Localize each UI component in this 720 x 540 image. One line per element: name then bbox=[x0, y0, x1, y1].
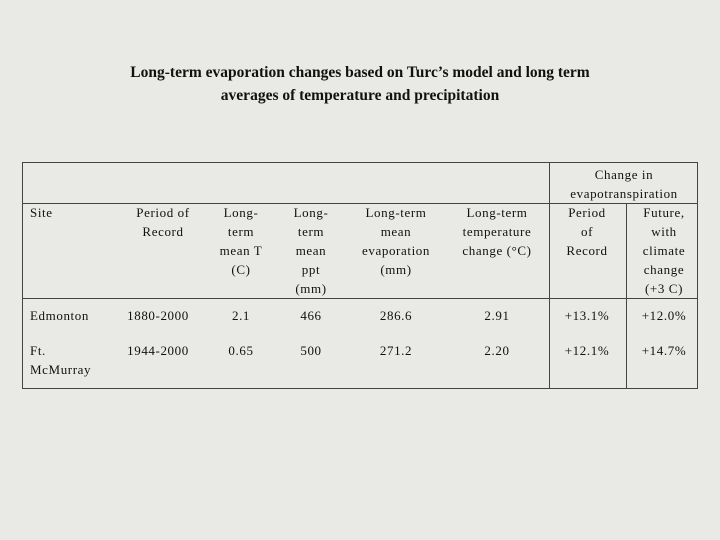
column-header: (C) bbox=[231, 262, 251, 277]
table-border bbox=[22, 162, 698, 163]
column-header: Record bbox=[142, 224, 184, 239]
column-header: change bbox=[643, 262, 685, 277]
table-cell: 500 bbox=[300, 343, 322, 358]
column-header: temperature bbox=[462, 224, 532, 239]
title-line: averages of temperature and precipitatio… bbox=[220, 87, 500, 104]
column-header: change (°C) bbox=[462, 243, 532, 258]
column-header: ppt bbox=[301, 262, 321, 277]
column-header: mean T bbox=[219, 243, 263, 258]
table-cell: +13.1% bbox=[564, 308, 610, 323]
column-header: Site bbox=[30, 205, 53, 220]
table-cell: +14.7% bbox=[641, 343, 687, 358]
table-cell: 466 bbox=[300, 308, 322, 323]
table-cell: 2.20 bbox=[484, 343, 510, 358]
table-border bbox=[22, 388, 698, 389]
column-header: Future, bbox=[643, 205, 685, 220]
column-header: with bbox=[651, 224, 677, 239]
table-cell: Edmonton bbox=[30, 308, 89, 323]
table-cell: 1944-2000 bbox=[127, 343, 189, 358]
table-cell: 0.65 bbox=[228, 343, 254, 358]
column-header: term bbox=[297, 224, 325, 239]
column-header: mean bbox=[295, 243, 327, 258]
column-header: Period bbox=[568, 205, 606, 220]
column-header: (+3 C) bbox=[644, 281, 684, 296]
table-border bbox=[22, 162, 23, 389]
table-rule bbox=[22, 298, 698, 299]
column-header: Long- bbox=[293, 205, 329, 220]
table-cell: 286.6 bbox=[379, 308, 413, 323]
table-rule bbox=[22, 203, 698, 204]
column-header: (mm) bbox=[295, 281, 327, 296]
column-header: evaporation bbox=[362, 243, 430, 258]
column-header: mean bbox=[380, 224, 412, 239]
table-cell: 2.91 bbox=[484, 308, 510, 323]
table-cell: 271.2 bbox=[379, 343, 413, 358]
table-rule bbox=[626, 203, 627, 389]
column-header: Long-term bbox=[365, 205, 427, 220]
table-border bbox=[697, 162, 698, 389]
column-header: Record bbox=[566, 243, 608, 258]
table-cell: 2.1 bbox=[231, 308, 251, 323]
column-header: Period of bbox=[136, 205, 190, 220]
table-cell: +12.0% bbox=[641, 308, 687, 323]
group-header: Change in bbox=[594, 167, 654, 182]
table-cell: Ft. McMurray bbox=[30, 343, 92, 377]
column-header: climate bbox=[642, 243, 686, 258]
group-header: evapotranspiration bbox=[570, 186, 678, 201]
title-line: Long-term evaporation changes based on T… bbox=[130, 64, 590, 81]
table-rule bbox=[549, 162, 550, 389]
column-header: Long- bbox=[223, 205, 259, 220]
column-header: Long-term bbox=[466, 205, 528, 220]
column-header: (mm) bbox=[380, 262, 412, 277]
column-header: term bbox=[227, 224, 255, 239]
table-cell: 1880-2000 bbox=[127, 308, 189, 323]
table-cell: +12.1% bbox=[564, 343, 610, 358]
column-header: of bbox=[580, 224, 594, 239]
